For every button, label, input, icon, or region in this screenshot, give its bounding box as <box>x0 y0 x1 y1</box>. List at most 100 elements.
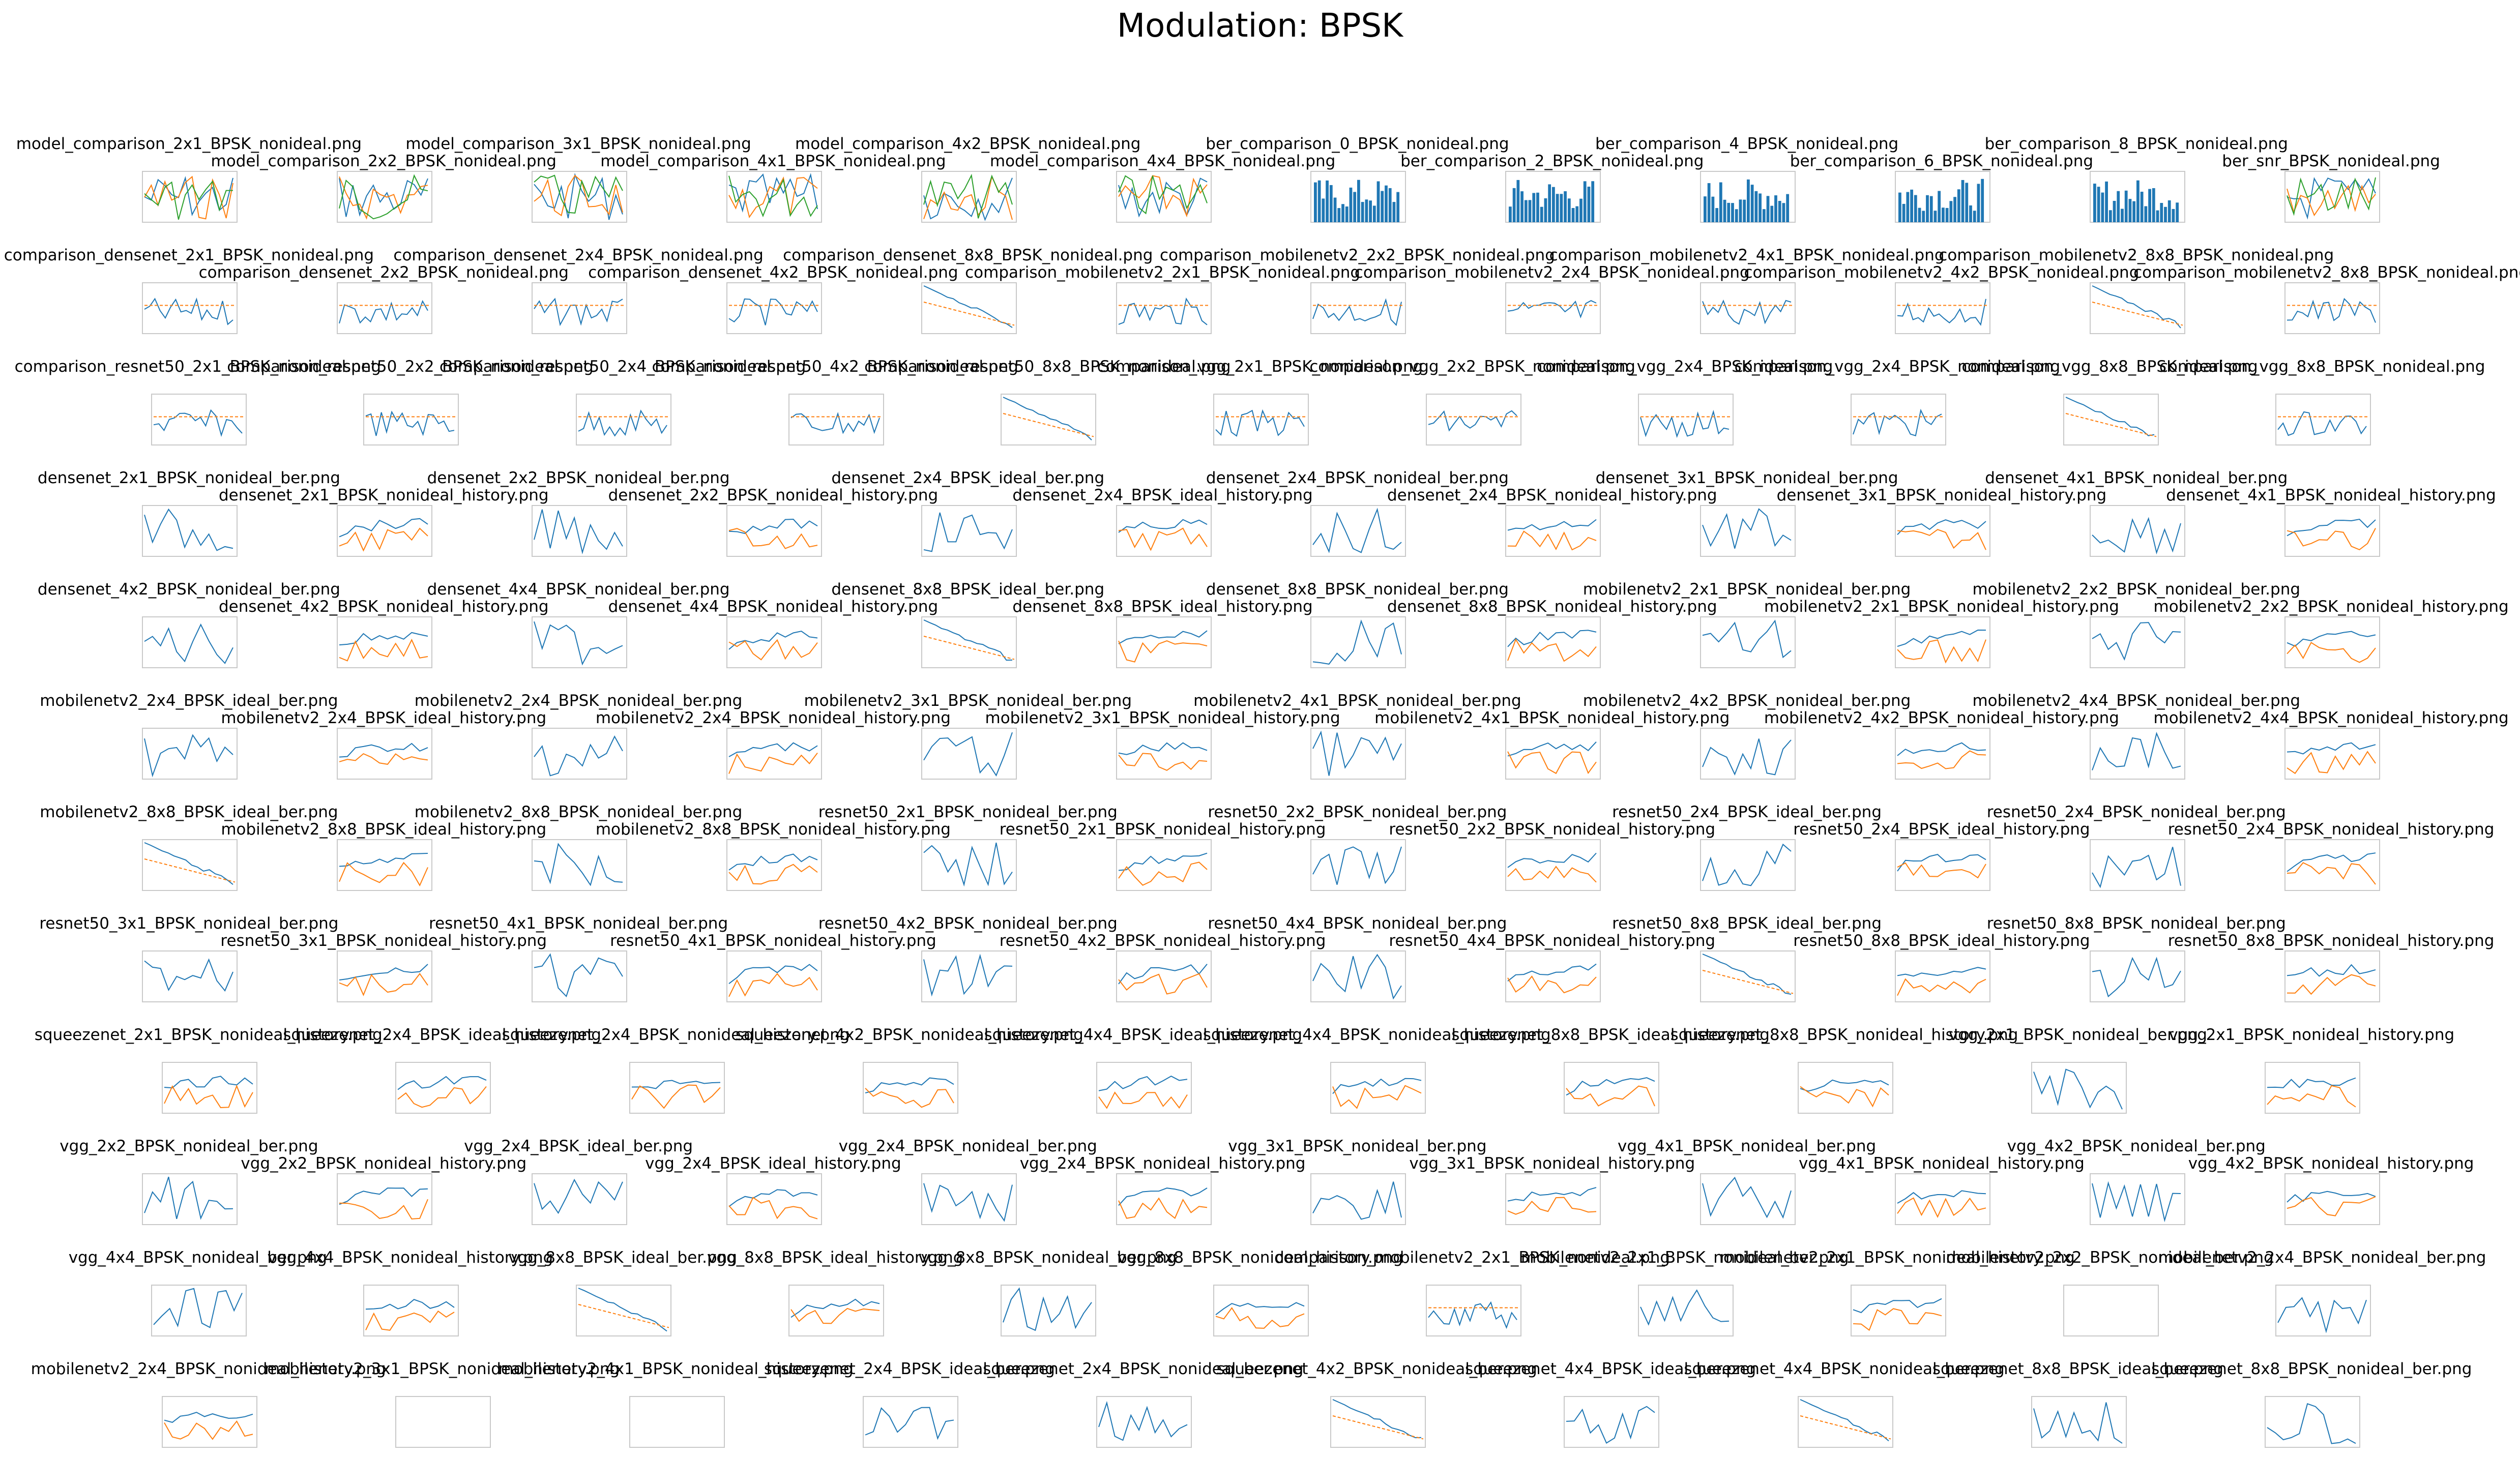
thumbnail-label: ber_comparison_6_BPSK_nonideal.png <box>1790 152 2094 170</box>
thumbnail-label: squeezenet_2x4_BPSK_nonideal_ber.png <box>983 1360 1304 1378</box>
thumbnail-image <box>2265 1396 2361 1448</box>
thumbnail-label: mobilenetv2_2x1_BPSK_nonideal_history.pn… <box>1764 598 2119 616</box>
thumbnail-image <box>142 839 238 891</box>
thumbnail-label: squeezenet_8x8_BPSK_ideal_ber.png <box>1932 1360 2223 1378</box>
thumbnail-label: resnet50_2x1_BPSK_nonideal_ber.png <box>818 803 1118 821</box>
thumbnail-label: densenet_4x1_BPSK_nonideal_history.png <box>2166 486 2496 504</box>
thumbnail-label: resnet50_8x8_BPSK_ideal_ber.png <box>1612 914 1882 933</box>
thumbnail-label: comparison_resnet50_8x8_BPSK_nonideal.pn… <box>864 358 1231 376</box>
thumbnail-label: squeezenet_8x8_BPSK_nonideal_ber.png <box>2151 1360 2472 1378</box>
thumbnail-image <box>1700 839 1796 891</box>
thumbnail-label: mobilenetv2_2x4_BPSK_nonideal_ber.png <box>2158 1248 2486 1267</box>
thumbnail-label: ber_snr_BPSK_nonideal.png <box>2222 152 2440 170</box>
thumbnail-image <box>337 171 433 223</box>
thumbnail-label: mobilenetv2_3x1_BPSK_nonideal_history.pn… <box>985 709 1340 727</box>
thumbnail-label: comparison_densenet_4x2_BPSK_nonideal.pn… <box>588 263 958 282</box>
thumbnail-image <box>142 171 238 223</box>
thumbnail-label: densenet_4x4_BPSK_nonideal_ber.png <box>427 580 730 599</box>
thumbnail-image <box>1894 839 1990 891</box>
thumbnail-label: vgg_2x4_BPSK_ideal_ber.png <box>464 1137 693 1155</box>
thumbnail-label: densenet_8x8_BPSK_nonideal_ber.png <box>1206 580 1509 599</box>
thumbnail-image <box>1894 950 1990 1002</box>
thumbnail-label: resnet50_8x8_BPSK_ideal_history.png <box>1793 932 2090 950</box>
thumbnail-image <box>921 505 1017 557</box>
thumbnail-label: vgg_3x1_BPSK_nonideal_history.png <box>1409 1154 1695 1173</box>
thumbnail-label: squeezenet_8x8_BPSK_ideal_history.png <box>1451 1026 1770 1044</box>
thumbnail-image <box>921 171 1017 223</box>
thumbnail-image <box>1116 839 1212 891</box>
thumbnail-label: comparison_densenet_2x2_BPSK_nonideal.pn… <box>198 263 569 282</box>
thumbnail-image <box>2284 950 2380 1002</box>
thumbnail-label: squeezenet_2x4_BPSK_nonideal_history.png <box>502 1026 850 1044</box>
thumbnail-image <box>1700 950 1796 1002</box>
thumbnail-image <box>2284 171 2380 223</box>
thumbnail-image <box>1116 950 1212 1002</box>
thumbnail-image <box>2275 394 2371 445</box>
thumbnail-label: mobilenetv2_2x2_BPSK_nonideal_ber.png <box>1946 1248 2274 1267</box>
thumbnail-image <box>1116 505 1212 557</box>
thumbnail-image <box>2089 950 2185 1002</box>
thumbnail-label: squeezenet_4x4_BPSK_nonideal_ber.png <box>1684 1360 2005 1378</box>
thumbnail-image <box>1505 616 1601 668</box>
thumbnail-image <box>1505 505 1601 557</box>
thumbnail-image <box>1310 505 1406 557</box>
thumbnail-label: comparison_mobilenetv2_2x1_BPSK_nonideal… <box>1275 1248 1671 1267</box>
thumbnail-image <box>1116 728 1212 780</box>
thumbnail-image <box>532 171 628 223</box>
thumbnail-image <box>2063 1285 2159 1336</box>
thumbnail-image <box>921 1173 1017 1225</box>
thumbnail-image <box>1700 728 1796 780</box>
thumbnail-label: model_comparison_3x1_BPSK_nonideal.png <box>405 135 751 153</box>
thumbnail-label: model_comparison_2x1_BPSK_nonideal.png <box>16 135 362 153</box>
thumbnail-label: densenet_2x4_BPSK_ideal_ber.png <box>831 469 1105 487</box>
thumbnail-label: vgg_2x4_BPSK_ideal_history.png <box>645 1154 901 1173</box>
thumbnail-image <box>1310 728 1406 780</box>
thumbnail-label: comparison_vgg_2x2_BPSK_nonideal.png <box>1309 358 1635 376</box>
thumbnail-image <box>2284 505 2380 557</box>
thumbnail-image <box>2031 1396 2127 1448</box>
thumbnail-label: resnet50_4x4_BPSK_nonideal_history.png <box>1389 932 1716 950</box>
thumbnail-label: vgg_8x8_BPSK_ideal_ber.png <box>508 1248 738 1267</box>
thumbnail-image <box>576 1285 672 1336</box>
thumbnail-image <box>726 616 822 668</box>
thumbnail-label: densenet_2x4_BPSK_ideal_history.png <box>1012 486 1313 504</box>
thumbnail-label: densenet_2x2_BPSK_nonideal_ber.png <box>427 469 730 487</box>
thumbnail-label: model_comparison_4x1_BPSK_nonideal.png <box>600 152 946 170</box>
thumbnail-image <box>337 839 433 891</box>
thumbnail-label: densenet_2x1_BPSK_nonideal_history.png <box>218 486 549 504</box>
thumbnail-label: comparison_vgg_2x1_BPSK_nonideal.png <box>1097 358 1423 376</box>
thumbnail-label: mobilenetv2_2x1_BPSK_nonideal_ber.png <box>1520 1248 1849 1267</box>
thumbnail-image <box>1116 171 1212 223</box>
thumbnail-image <box>1096 1062 1192 1114</box>
thumbnail-label: resnet50_8x8_BPSK_nonideal_history.png <box>2167 932 2495 950</box>
thumbnail-image <box>1850 394 1946 445</box>
thumbnail-image <box>1850 1285 1946 1336</box>
thumbnail-image <box>1505 728 1601 780</box>
thumbnail-image <box>532 839 628 891</box>
thumbnail-label: densenet_2x4_BPSK_nonideal_history.png <box>1387 486 1717 504</box>
thumbnail-label: mobilenetv2_8x8_BPSK_nonideal_history.pn… <box>595 820 951 839</box>
thumbnail-label: comparison_densenet_2x4_BPSK_nonideal.pn… <box>393 246 764 264</box>
thumbnail-image <box>1310 1173 1406 1225</box>
thumbnail-image <box>726 950 822 1002</box>
thumbnail-image <box>2089 282 2185 334</box>
thumbnail-image <box>142 950 238 1002</box>
thumbnail-image <box>161 1396 257 1448</box>
thumbnail-image <box>1505 839 1601 891</box>
thumbnail-image <box>1564 1062 1660 1114</box>
thumbnail-image <box>2063 394 2159 445</box>
thumbnail-label: mobilenetv2_2x4_BPSK_ideal_history.png <box>221 709 547 727</box>
thumbnail-label: mobilenetv2_2x4_BPSK_nonideal_history.pn… <box>31 1360 386 1378</box>
thumbnail-label: ber_comparison_2_BPSK_nonideal.png <box>1400 152 1704 170</box>
thumbnail-image <box>1894 728 1990 780</box>
thumbnail-image <box>1700 282 1796 334</box>
thumbnail-label: vgg_4x1_BPSK_nonideal_history.png <box>1799 1154 2085 1173</box>
thumbnail-image <box>2275 1285 2371 1336</box>
thumbnail-label: mobilenetv2_2x2_BPSK_nonideal_ber.png <box>1972 580 2301 599</box>
thumbnail-label: densenet_4x2_BPSK_nonideal_ber.png <box>37 580 340 599</box>
thumbnail-image <box>788 1285 884 1336</box>
thumbnail-image <box>2284 728 2380 780</box>
thumbnail-image <box>1700 1173 1796 1225</box>
thumbnail-image <box>1310 282 1406 334</box>
thumbnail-label: densenet_2x1_BPSK_nonideal_ber.png <box>37 469 340 487</box>
